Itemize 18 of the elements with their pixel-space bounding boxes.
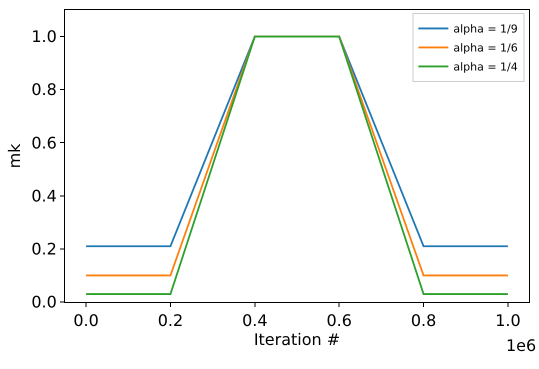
text: 1e6: [506, 336, 536, 355]
x-tick-label: 0.6: [326, 311, 352, 330]
legend-label: alpha = 1/6: [453, 42, 518, 55]
y-axis-title: mk: [5, 142, 24, 168]
legend-label: alpha = 1/4: [453, 60, 518, 74]
x-tick-label: 0.8: [410, 311, 436, 330]
x-tick-label: 0.4: [242, 311, 268, 330]
y-tick-label: 0.0: [31, 292, 57, 312]
y-tick-label: 0.2: [31, 240, 57, 259]
x-axis-title: Iteration #: [254, 330, 340, 350]
x-tick-label: 0.0: [73, 311, 99, 330]
y-tick-label: 0.4: [31, 186, 57, 206]
y-tick-label: 0.6: [31, 133, 57, 152]
x-tick-label: 0.2: [158, 311, 184, 330]
y-tick-label: 0.8: [31, 80, 57, 100]
legend-label: alpha = 1/9: [453, 22, 518, 36]
x-tick-label: 1.0: [495, 311, 521, 330]
y-tick-label: 1.0: [31, 27, 57, 46]
